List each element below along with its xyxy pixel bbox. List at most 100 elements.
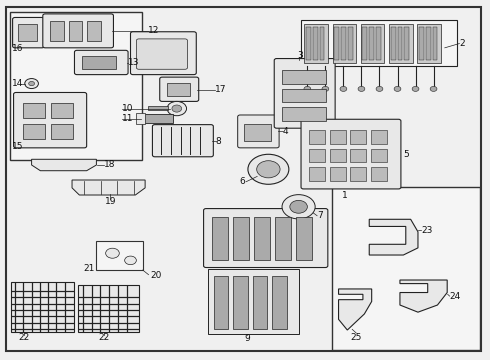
Bar: [313, 27, 318, 60]
Bar: [87, 21, 101, 41]
Bar: [350, 130, 367, 144]
Circle shape: [248, 154, 289, 184]
Bar: [282, 108, 326, 121]
Bar: [275, 217, 291, 260]
Text: 6: 6: [239, 177, 245, 186]
Circle shape: [172, 105, 182, 112]
Circle shape: [430, 86, 437, 91]
Bar: [51, 124, 73, 139]
Bar: [306, 27, 311, 60]
Text: 13: 13: [128, 58, 140, 67]
Bar: [330, 149, 346, 162]
Text: 19: 19: [105, 197, 116, 206]
Bar: [389, 23, 413, 63]
Bar: [309, 167, 325, 181]
FancyBboxPatch shape: [136, 39, 188, 69]
Bar: [78, 285, 139, 332]
Bar: [334, 27, 339, 60]
FancyBboxPatch shape: [130, 32, 196, 75]
Polygon shape: [400, 280, 447, 312]
Circle shape: [290, 201, 307, 213]
Circle shape: [257, 161, 280, 178]
Text: 1: 1: [342, 190, 347, 199]
Bar: [253, 276, 268, 329]
Bar: [19, 24, 37, 41]
Bar: [233, 276, 248, 329]
Bar: [282, 89, 326, 103]
Text: 3: 3: [297, 51, 303, 60]
Text: 21: 21: [84, 264, 95, 273]
FancyBboxPatch shape: [203, 208, 328, 267]
Bar: [212, 217, 228, 260]
Circle shape: [394, 86, 401, 91]
Bar: [51, 103, 73, 118]
Bar: [419, 27, 424, 60]
Bar: [24, 103, 45, 118]
Bar: [397, 27, 402, 60]
Text: 5: 5: [403, 150, 409, 159]
Text: 8: 8: [216, 137, 221, 146]
Text: 16: 16: [12, 44, 24, 53]
Text: 4: 4: [283, 127, 289, 136]
Text: 17: 17: [215, 85, 226, 94]
Polygon shape: [72, 180, 145, 195]
FancyBboxPatch shape: [274, 59, 335, 128]
Bar: [144, 114, 173, 123]
Bar: [404, 27, 409, 60]
Bar: [301, 20, 457, 66]
Text: 25: 25: [350, 333, 362, 342]
Bar: [254, 217, 270, 260]
Text: 9: 9: [244, 334, 250, 343]
Bar: [319, 27, 324, 60]
Text: 20: 20: [150, 271, 161, 280]
Polygon shape: [31, 159, 97, 171]
Bar: [282, 70, 326, 84]
Bar: [341, 27, 346, 60]
FancyBboxPatch shape: [14, 93, 87, 148]
Bar: [147, 107, 168, 111]
Circle shape: [322, 86, 329, 91]
Text: 22: 22: [98, 333, 109, 342]
Bar: [167, 83, 191, 96]
Text: 18: 18: [104, 161, 115, 170]
Bar: [309, 149, 325, 162]
Bar: [330, 130, 346, 144]
Bar: [295, 217, 312, 260]
Bar: [369, 27, 374, 60]
FancyBboxPatch shape: [13, 18, 44, 48]
FancyBboxPatch shape: [301, 119, 401, 189]
Bar: [309, 130, 325, 144]
Bar: [304, 23, 328, 63]
Bar: [350, 167, 367, 181]
Bar: [136, 113, 145, 124]
Polygon shape: [339, 289, 372, 330]
Bar: [82, 57, 116, 68]
Bar: [417, 23, 441, 63]
Circle shape: [358, 86, 365, 91]
Bar: [426, 27, 431, 60]
Bar: [233, 217, 249, 260]
Text: 22: 22: [18, 333, 29, 342]
Bar: [69, 21, 82, 41]
Bar: [371, 167, 387, 181]
Bar: [332, 187, 480, 350]
Circle shape: [340, 86, 347, 91]
Circle shape: [25, 78, 38, 89]
Text: 12: 12: [147, 26, 159, 35]
Text: 15: 15: [12, 141, 24, 150]
Bar: [10, 12, 142, 160]
Bar: [97, 241, 143, 270]
Bar: [433, 27, 438, 60]
Bar: [214, 276, 228, 329]
Bar: [350, 149, 367, 162]
Circle shape: [376, 86, 383, 91]
Bar: [272, 276, 287, 329]
Bar: [24, 124, 45, 139]
Text: 11: 11: [122, 114, 134, 123]
Bar: [361, 23, 384, 63]
Bar: [11, 282, 74, 332]
Bar: [333, 23, 356, 63]
Text: 14: 14: [12, 79, 24, 88]
FancyBboxPatch shape: [160, 77, 199, 102]
Text: 7: 7: [317, 211, 323, 220]
